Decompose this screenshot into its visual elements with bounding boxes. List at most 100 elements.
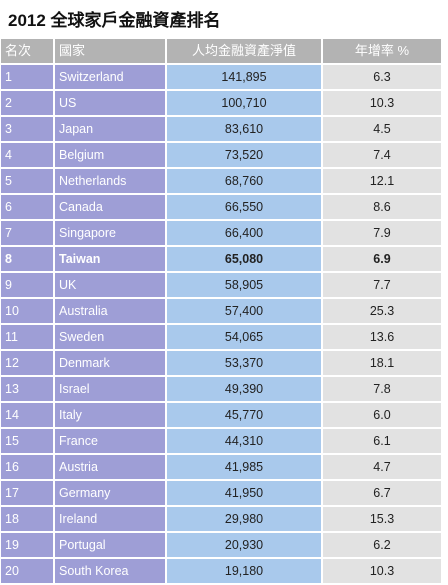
table-row: 4 Belgium 73,520 7.4 — [0, 142, 446, 168]
table-cell: 66,400 — [167, 221, 321, 245]
table-row: 6 Canada 66,550 8.6 — [0, 194, 446, 220]
header-row: 名次 國家 人均金融資產淨值 年增率 % — [0, 38, 446, 64]
table-cell: 2 — [1, 91, 53, 115]
table-cell: Canada — [55, 195, 165, 219]
table-cell: 57,400 — [167, 299, 321, 323]
table-cell: 17 — [1, 481, 53, 505]
table-row: 15 France 44,310 6.1 — [0, 428, 446, 454]
table-cell: 53,370 — [167, 351, 321, 375]
table-row: 5 Netherlands 68,760 12.1 — [0, 168, 446, 194]
table-cell: 8.6 — [323, 195, 441, 219]
table-cell: 6.3 — [323, 65, 441, 89]
table-row: 17 Germany 41,950 6.7 — [0, 480, 446, 506]
table-cell: 7.8 — [323, 377, 441, 401]
table-cell: Israel — [55, 377, 165, 401]
header-cell: 名次 — [1, 39, 53, 63]
table-cell: 83,610 — [167, 117, 321, 141]
table-cell: 100,710 — [167, 91, 321, 115]
header-cell: 國家 — [55, 39, 165, 63]
table-cell: 19,180 — [167, 559, 321, 583]
table-row: 20 South Korea 19,180 10.3 — [0, 558, 446, 584]
header-cell: 人均金融資產淨值 — [167, 39, 321, 63]
table-cell: 65,080 — [167, 247, 321, 271]
table-row: 19 Portugal 20,930 6.2 — [0, 532, 446, 558]
table-cell: 6.1 — [323, 429, 441, 453]
table-cell: 10.3 — [323, 91, 441, 115]
table-cell: Belgium — [55, 143, 165, 167]
table-cell: 6.2 — [323, 533, 441, 557]
table-cell: 18.1 — [323, 351, 441, 375]
table-row: 3 Japan 83,610 4.5 — [0, 116, 446, 142]
table-cell: 41,950 — [167, 481, 321, 505]
table-cell: 13 — [1, 377, 53, 401]
table-cell: 7.7 — [323, 273, 441, 297]
table-row: 12 Denmark 53,370 18.1 — [0, 350, 446, 376]
table-cell: 29,980 — [167, 507, 321, 531]
table-cell: Japan — [55, 117, 165, 141]
table-row: 8 Taiwan 65,080 6.9 — [0, 246, 446, 272]
table-cell: 14 — [1, 403, 53, 427]
table-cell: South Korea — [55, 559, 165, 583]
table-cell: 13.6 — [323, 325, 441, 349]
table-cell: 19 — [1, 533, 53, 557]
table-cell: France — [55, 429, 165, 453]
table: 名次 國家 人均金融資產淨值 年增率 % 1 Switzerland 141,895 6.3 2… — [0, 38, 446, 584]
table-cell: 141,895 — [167, 65, 321, 89]
table-cell: Netherlands — [55, 169, 165, 193]
table-cell: Denmark — [55, 351, 165, 375]
table-cell: 73,520 — [167, 143, 321, 167]
table-row: 10 Australia 57,400 25.3 — [0, 298, 446, 324]
table-cell: 4.5 — [323, 117, 441, 141]
table-cell: 6.7 — [323, 481, 441, 505]
title: 2012 全球家戶金融資產排名 — [8, 11, 221, 30]
table-cell: 4 — [1, 143, 53, 167]
table-cell: 45,770 — [167, 403, 321, 427]
table-cell: UK — [55, 273, 165, 297]
table-cell: 15 — [1, 429, 53, 453]
table-cell: 7.4 — [323, 143, 441, 167]
table-cell: 5 — [1, 169, 53, 193]
table-row: 1 Switzerland 141,895 6.3 — [0, 64, 446, 90]
table-cell: Singapore — [55, 221, 165, 245]
table-cell: 10 — [1, 299, 53, 323]
table-row: 2 US 100,710 10.3 — [0, 90, 446, 116]
table-cell: Australia — [55, 299, 165, 323]
table-cell: Ireland — [55, 507, 165, 531]
table-cell: 7.9 — [323, 221, 441, 245]
table-row: 14 Italy 45,770 6.0 — [0, 402, 446, 428]
table-cell: 15.3 — [323, 507, 441, 531]
header-cell: 年增率 % — [323, 39, 441, 63]
table-cell: 41,985 — [167, 455, 321, 479]
table-cell: 68,760 — [167, 169, 321, 193]
table-cell: 6.0 — [323, 403, 441, 427]
table-cell: US — [55, 91, 165, 115]
table-cell: 16 — [1, 455, 53, 479]
table-cell: Switzerland — [55, 65, 165, 89]
table-cell: Portugal — [55, 533, 165, 557]
table-cell: 9 — [1, 273, 53, 297]
table-cell: 66,550 — [167, 195, 321, 219]
table-cell: 25.3 — [323, 299, 441, 323]
table-row: 16 Austria 41,985 4.7 — [0, 454, 446, 480]
table-cell: 3 — [1, 117, 53, 141]
table-cell: 1 — [1, 65, 53, 89]
table-cell: 20 — [1, 559, 53, 583]
table-cell: 49,390 — [167, 377, 321, 401]
table-cell: 20,930 — [167, 533, 321, 557]
table-row: 9 UK 58,905 7.7 — [0, 272, 446, 298]
table-cell: 6 — [1, 195, 53, 219]
table-row: 7 Singapore 66,400 7.9 — [0, 220, 446, 246]
table-row: 13 Israel 49,390 7.8 — [0, 376, 446, 402]
table-cell: 54,065 — [167, 325, 321, 349]
table-cell: 7 — [1, 221, 53, 245]
table-cell: 12.1 — [323, 169, 441, 193]
table-cell: 58,905 — [167, 273, 321, 297]
table-cell: 8 — [1, 247, 53, 271]
table-cell: Germany — [55, 481, 165, 505]
table-cell: 4.7 — [323, 455, 441, 479]
table-cell: 6.9 — [323, 247, 441, 271]
table-cell: Italy — [55, 403, 165, 427]
table-cell: 18 — [1, 507, 53, 531]
table-row: 18 Ireland 29,980 15.3 — [0, 506, 446, 532]
